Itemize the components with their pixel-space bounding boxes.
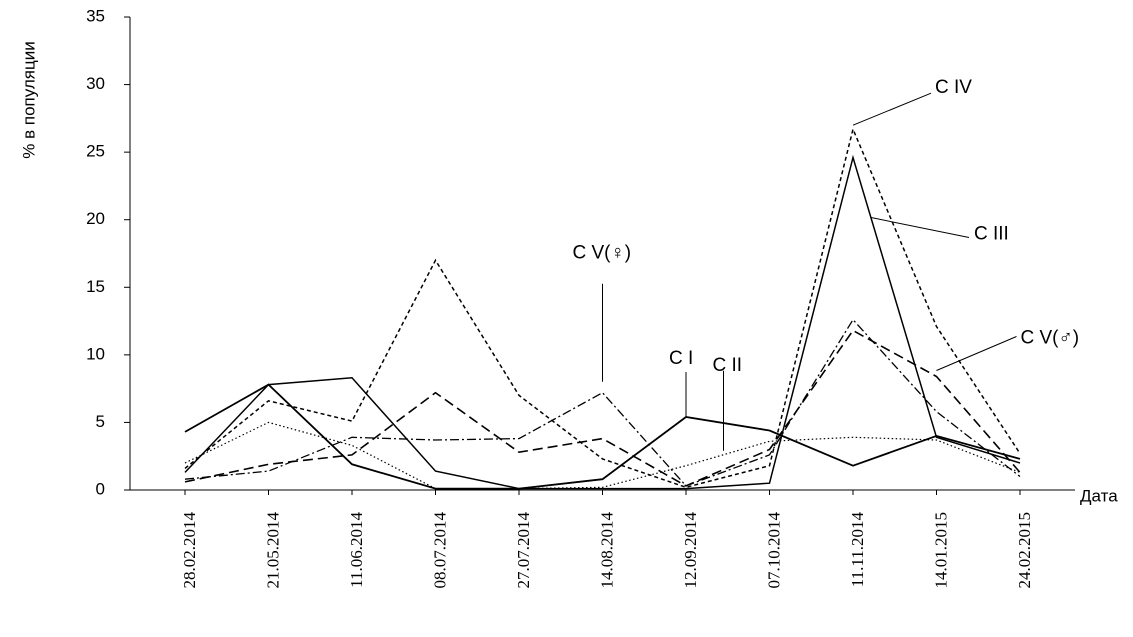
annotation-leader-line bbox=[870, 217, 970, 239]
x-tick-label: 07.10.2014 bbox=[764, 512, 783, 589]
y-tick-label: 10 bbox=[86, 344, 105, 363]
series-line-c-ii-1 bbox=[184, 421, 1021, 490]
annotation-label: C I bbox=[669, 348, 693, 369]
annotation-label: C V(♀) bbox=[573, 243, 632, 264]
x-tick-label: 21.05.2014 bbox=[263, 512, 282, 589]
x-tick-label: 27.07.2014 bbox=[514, 512, 533, 589]
series-lines bbox=[184, 126, 1021, 490]
x-tick-label: 11.06.2014 bbox=[347, 512, 366, 588]
x-tick-label: 14.01.2015 bbox=[931, 512, 950, 589]
y-tick-label: 25 bbox=[86, 142, 105, 161]
series-line-c-v-4 bbox=[184, 318, 1021, 487]
series-line-c-v-5 bbox=[184, 329, 1021, 487]
y-tick-label: 35 bbox=[86, 6, 105, 25]
annotation-label: C III bbox=[974, 224, 1009, 245]
series-line-c-i-0 bbox=[184, 383, 1021, 490]
y-tick-label: 15 bbox=[86, 277, 105, 296]
annotation-label: C IV bbox=[935, 77, 972, 98]
annotation-leader-line bbox=[852, 92, 932, 126]
x-tick-label: 12.09.2014 bbox=[681, 512, 700, 589]
annotation-leader-line bbox=[936, 336, 1017, 371]
x-tick-label: 28.02.2014 bbox=[180, 512, 199, 589]
x-ticks: 28.02.2014 21.05.2014 11.06.2014 08.07.2014… bbox=[180, 490, 1034, 589]
y-axis-label: % в популяции bbox=[19, 41, 38, 158]
x-axis-label: Дата bbox=[1080, 486, 1118, 505]
series-line-c-iii-2 bbox=[184, 154, 1021, 490]
x-tick-label: 11.11.2014 bbox=[848, 512, 867, 588]
y-tick-label: 0 bbox=[96, 479, 105, 498]
y-tick-label: 30 bbox=[86, 74, 105, 93]
x-tick-label: 24.02.2015 bbox=[1015, 512, 1034, 589]
annotations: C IV C III C V(♂) C V(♀) C I C II bbox=[573, 77, 1080, 451]
y-tick-label: 20 bbox=[86, 209, 105, 228]
x-tick-label: 08.07.2014 bbox=[430, 512, 449, 589]
y-tick-label: 5 bbox=[96, 412, 105, 431]
annotation-label: C V(♂) bbox=[1021, 327, 1080, 348]
x-tick-label: 14.08.2014 bbox=[597, 512, 616, 589]
y-ticks: 0 5 10 15 20 25 30 35 bbox=[86, 6, 130, 498]
annotation-label: C II bbox=[713, 355, 743, 376]
series-line-c-iv-3 bbox=[184, 126, 1021, 489]
